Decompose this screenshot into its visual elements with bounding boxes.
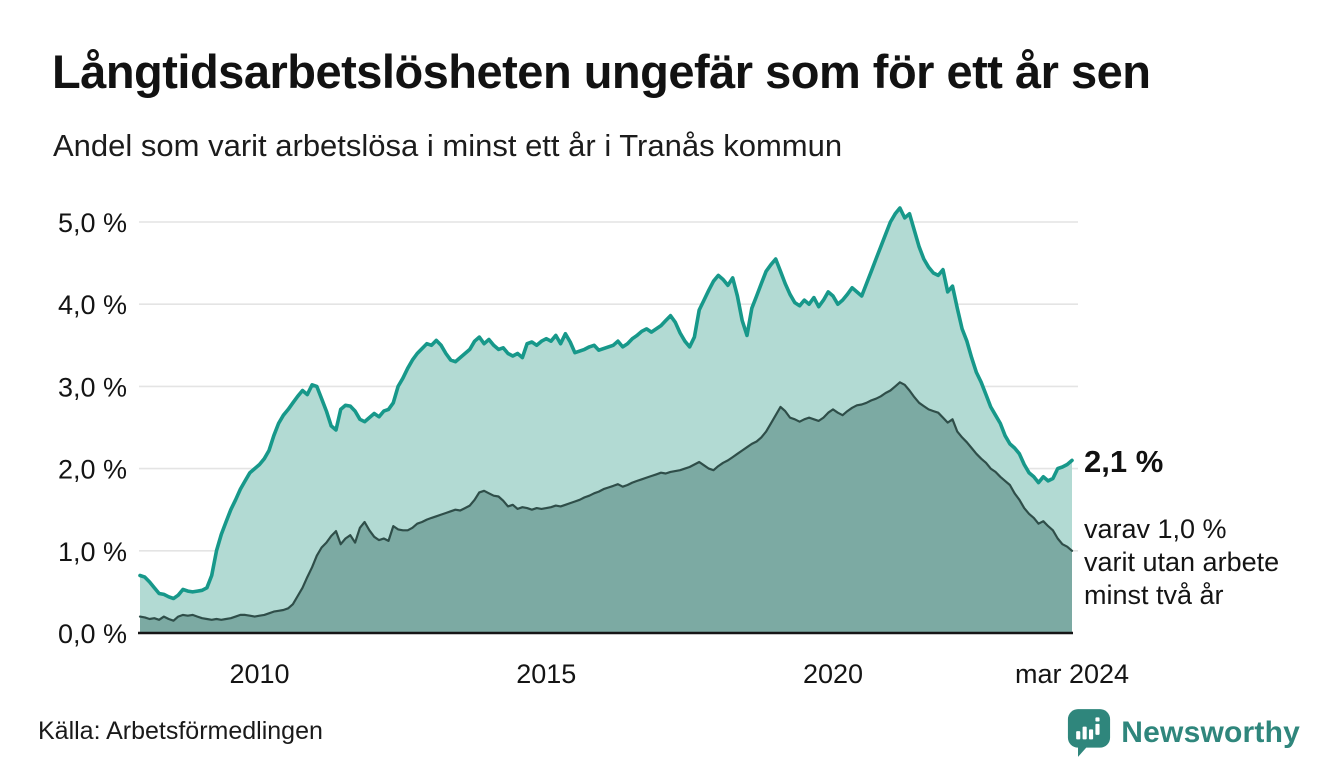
chart-subtitle: Andel som varit arbetslösa i minst ett å… (53, 128, 843, 163)
series-area-2 (140, 382, 1072, 633)
end-sub-label-line2: varit utan arbete (1084, 547, 1280, 577)
y-tick-label: 4,0 % (58, 290, 127, 320)
end-sub-label-line1: varav 1,0 % (1084, 514, 1227, 544)
y-tick-label: 0,0 % (58, 619, 127, 649)
y-tick-label: 5,0 % (58, 208, 127, 238)
end-sub-label-line3: minst två år (1084, 580, 1224, 610)
series-line-2 (138, 381, 1074, 622)
newsworthy-icon (1068, 709, 1111, 757)
y-tick-label: 3,0 % (58, 372, 127, 402)
brand-name: Newsworthy (1121, 716, 1300, 749)
x-tick-label: mar 2024 (1015, 659, 1129, 689)
y-tick-label: 1,0 % (58, 537, 127, 567)
end-sub-label: varav 1,0 % varit utan arbete minst två … (1084, 513, 1279, 612)
x-tick-label: 2015 (516, 659, 576, 689)
series-line-1 (138, 206, 1074, 601)
series-layer (138, 206, 1074, 633)
chart-svg: 0,0 % 1,0 % 2,0 % 3,0 % 4,0 % 5,0 % 2010 2015 20… (58, 206, 1129, 689)
x-tick-label: 2010 (229, 659, 289, 689)
brand-logo: Newsworthy (1067, 708, 1300, 758)
axis-layer: 0,0 % 1,0 % 2,0 % 3,0 % 4,0 % 5,0 % 2010 2015 20… (58, 208, 1129, 689)
x-tick-label: 2020 (803, 659, 863, 689)
source-note: Källa: Arbetsförmedlingen (38, 717, 323, 745)
y-tick-label: 2,0 % (58, 455, 127, 485)
page-title: Långtidsarbetslösheten ungefär som för e… (52, 45, 1151, 98)
end-value-label: 2,1 % (1084, 444, 1164, 479)
